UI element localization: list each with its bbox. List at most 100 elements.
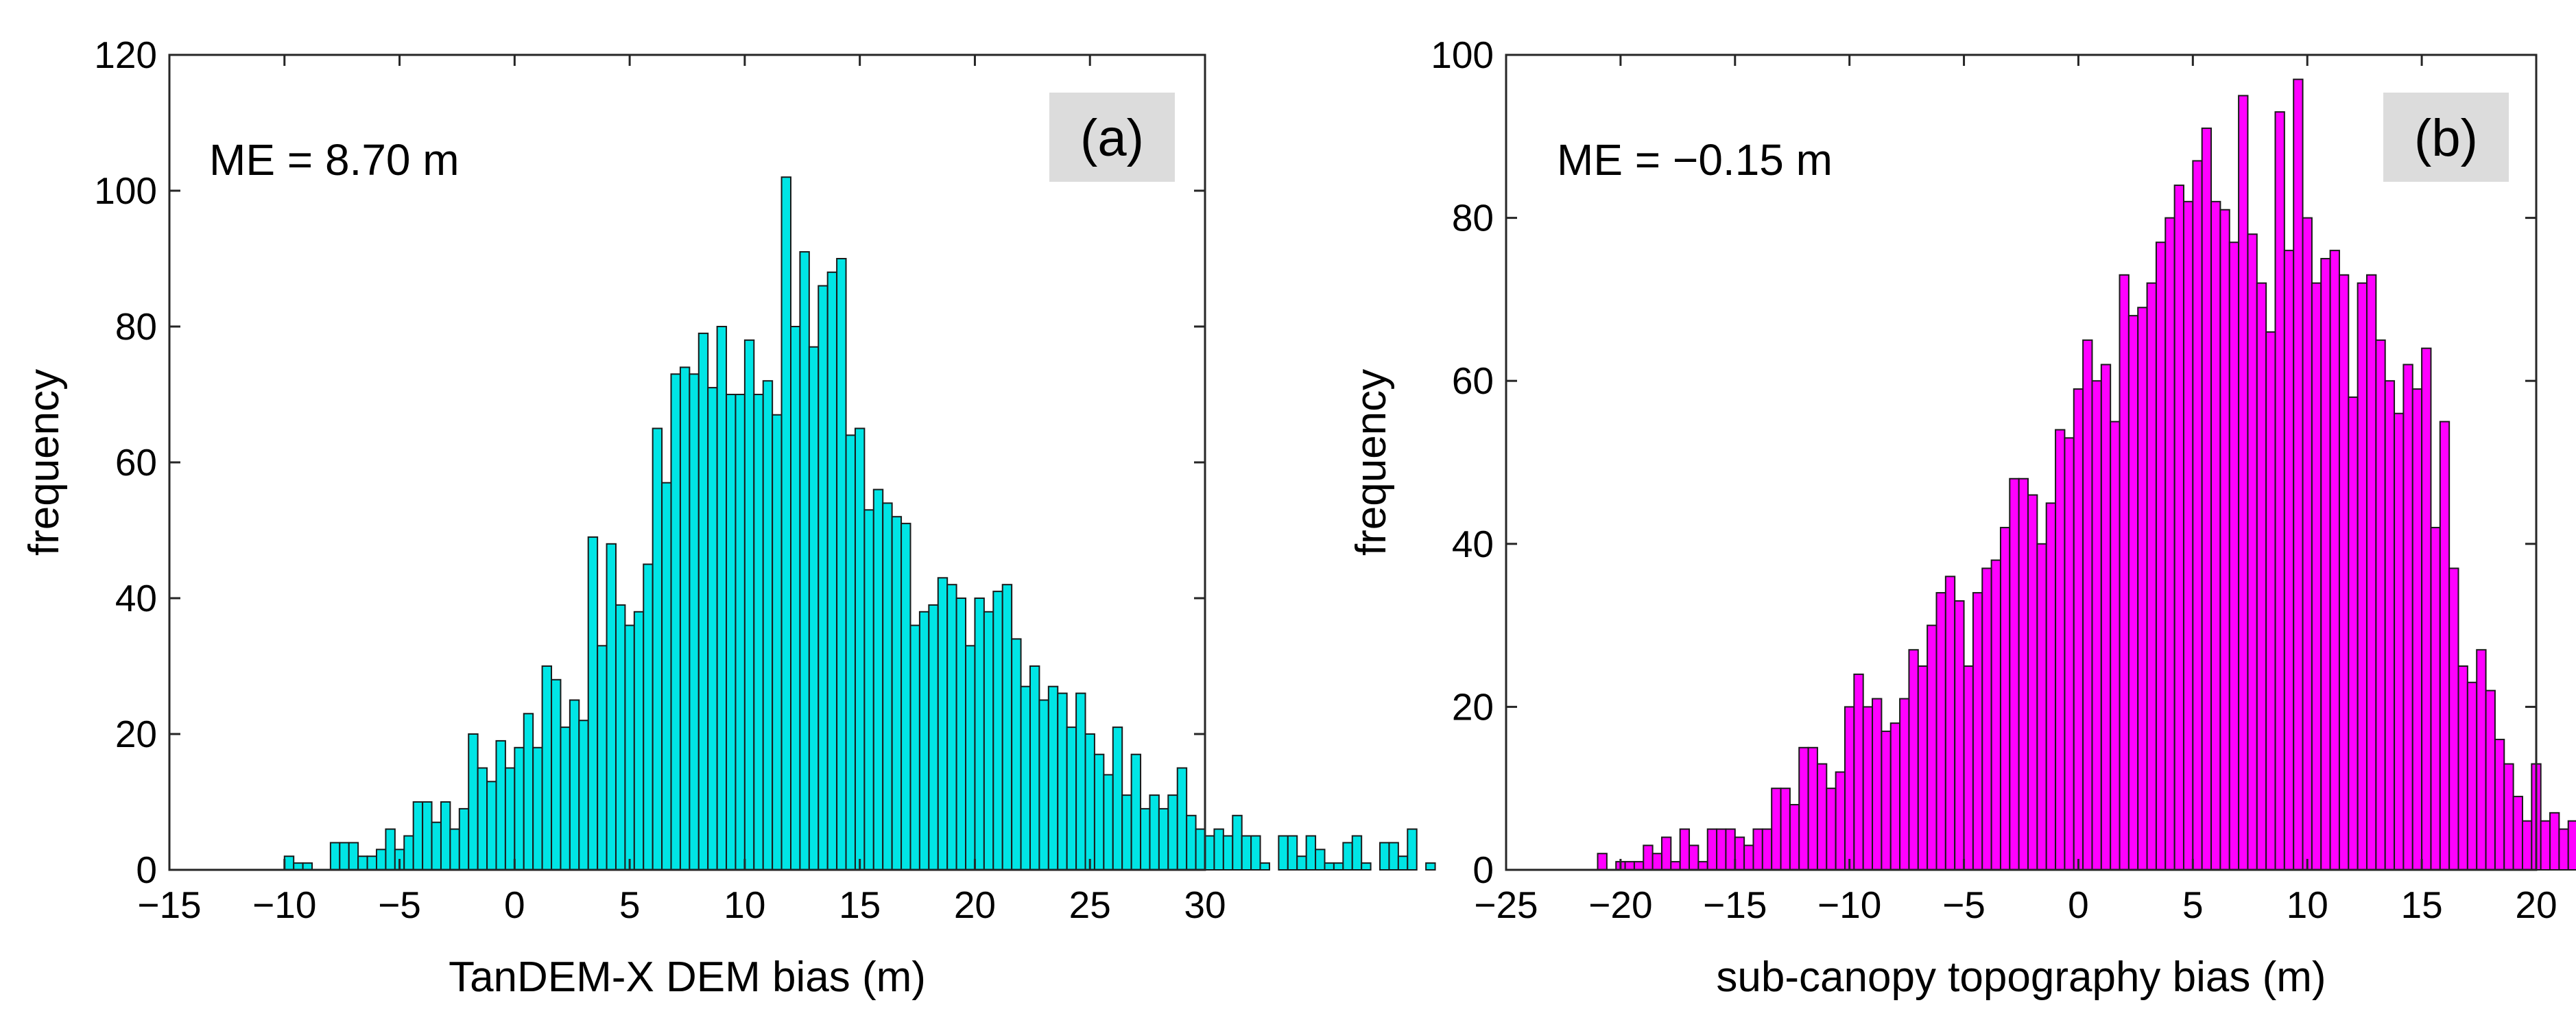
x-tick-label: 20 [2515,884,2557,926]
panel-tag-a: (a) [1080,109,1144,167]
histogram-bar [799,251,810,871]
histogram-bar [403,835,414,871]
histogram-bar [661,482,672,871]
histogram-bar [1908,649,1919,871]
histogram-bar [1222,835,1234,871]
histogram-bar [965,645,976,871]
histogram-bar [2384,380,2396,871]
histogram-bar [2064,437,2075,871]
histogram-bar [385,828,396,871]
histogram-bar [983,611,994,871]
histogram-bar [1889,722,1901,871]
histogram-bar [1725,828,1736,871]
histogram-bar [2164,217,2175,871]
histogram-bar [1780,788,1791,871]
histogram-bar [992,591,1003,871]
histogram-bar [652,427,663,871]
histogram-bar [1186,814,1197,871]
histogram-bar [1660,836,1672,871]
histogram-bar [735,394,746,871]
histogram-bar [1388,842,1399,871]
histogram-bar [523,713,534,871]
x-tick-label: −10 [1817,884,1881,926]
y-tick-label: 20 [1452,685,1494,728]
histogram-bar [1361,862,1372,871]
histogram-bar [1927,624,1937,871]
histogram-bar [1121,794,1132,871]
histogram-bar [2366,274,2377,871]
histogram-bar [2375,339,2386,871]
x-tick-label: 30 [1184,884,1226,926]
histogram-bar [780,176,791,871]
bars-a [283,176,1436,871]
histogram-bar [1093,753,1105,871]
histogram-bar [348,842,359,871]
x-tick-label: −5 [378,884,421,926]
y-tick-label: 0 [1472,849,1494,891]
histogram-bar [2055,429,2066,871]
histogram-bar [1689,844,1700,871]
histogram-bar [946,584,957,871]
histogram-bar [1844,706,1855,871]
histogram-bar [1084,733,1095,871]
y-tick-label: 80 [115,305,157,348]
histogram-bar [1066,726,1077,871]
histogram-bar [1972,592,1983,871]
histogram-bar [357,855,368,871]
histogram-bar [1038,699,1049,871]
histogram-bar [743,339,755,871]
histogram-bar [412,801,424,871]
histogram-bar [1241,835,1252,871]
histogram-bar [1798,746,1809,871]
histogram-bar [2192,160,2203,871]
histogram-bar [422,801,433,871]
y-tick-label: 60 [1452,359,1494,402]
y-tick-label: 100 [1431,34,1494,76]
x-tick-label: 0 [504,884,525,926]
y-tick-label: 40 [115,577,157,619]
histogram-bar [707,387,718,871]
histogram-bar [689,373,700,871]
histogram-bar [541,665,553,871]
histogram-bar [854,427,866,871]
histogram-bar [2329,250,2340,871]
histogram-bar [1103,774,1114,871]
histogram-bar [2155,241,2167,871]
histogram-bar [762,380,774,871]
x-tick-label: −25 [1474,884,1538,926]
histogram-bar [2302,217,2313,871]
histogram-bar [1130,753,1142,871]
histogram-bar [918,611,930,871]
histogram-bar [2476,649,2487,871]
y-tick-label: 0 [136,849,157,891]
histogram-bar [1250,835,1261,871]
histogram-bar [2521,820,2533,871]
histogram-bar [1697,861,1708,871]
histogram-bar [1643,844,1654,871]
histogram-bar [1734,836,1745,871]
histogram-bar [449,828,460,871]
histogram-bar [697,332,709,871]
x-tick-label: −10 [252,884,316,926]
histogram-bar [1140,807,1151,871]
histogram-bar [1315,849,1326,871]
y-tick-label: 40 [1452,523,1494,565]
histogram-bar [974,598,985,871]
histogram-bar [863,509,874,871]
histogram-bar [955,598,967,871]
histogram-bar [2503,763,2514,871]
histogram-bar [1761,828,1773,871]
x-tick-label: −5 [1942,884,1985,926]
histogram-bar [2173,185,2184,871]
histogram-bar [468,733,479,871]
tick-marks-a [168,54,1206,871]
x-tick-labels-b: −25 −20 −15 −10 −5 0 5 10 15 20 [1474,884,2557,926]
histogram-bar [2357,282,2368,871]
histogram-bar [2338,274,2350,871]
histogram-bar [937,577,949,871]
x-tick-label: −15 [1703,884,1767,926]
histogram-bar [2238,95,2249,871]
histogram-bar [376,849,387,871]
histogram-bar [1706,828,1718,871]
histogram-bar [1944,576,1956,871]
